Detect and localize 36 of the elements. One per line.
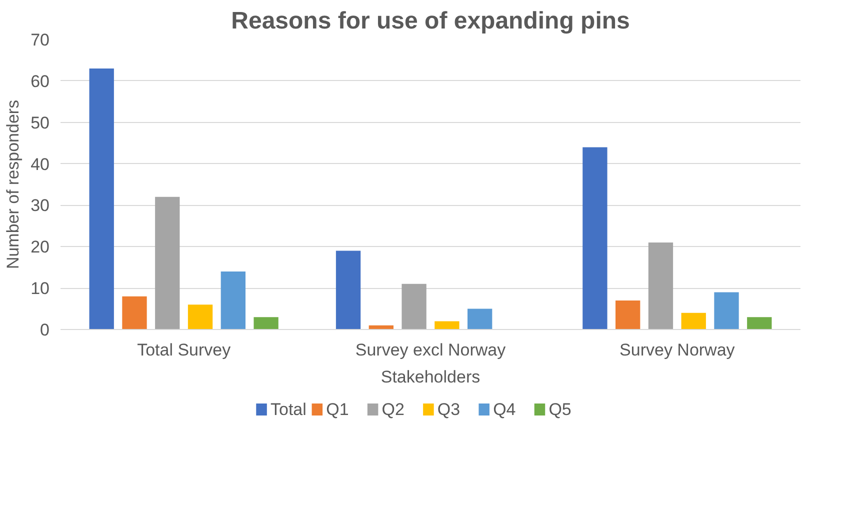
y-tick-label: 60 bbox=[30, 72, 50, 91]
bar bbox=[220, 272, 246, 330]
legend-label: Q2 bbox=[382, 400, 404, 419]
legend-label: Q3 bbox=[437, 400, 460, 419]
x-tick-label: Total Survey bbox=[137, 340, 232, 360]
bar bbox=[714, 292, 739, 330]
legend-label: Q1 bbox=[326, 400, 349, 419]
bar bbox=[747, 317, 772, 330]
bar bbox=[681, 312, 706, 330]
x-axis-title: Stakeholders bbox=[380, 368, 480, 386]
bar bbox=[616, 300, 640, 330]
bar bbox=[336, 250, 361, 330]
bar bbox=[582, 147, 608, 330]
x-tick-label: Survey excl Norway bbox=[355, 340, 506, 360]
bar bbox=[89, 68, 114, 330]
y-tick-label: 0 bbox=[40, 320, 50, 340]
y-tick-label: 30 bbox=[30, 196, 50, 216]
y-tick-label: 50 bbox=[30, 113, 50, 132]
legend-label: Total bbox=[270, 400, 306, 419]
y-tick-label: 40 bbox=[30, 154, 50, 174]
y-tick-label: 70 bbox=[30, 30, 50, 50]
bar bbox=[254, 317, 278, 330]
chart-title: Reasons for use of expanding pins bbox=[231, 8, 630, 34]
y-tick-label: 20 bbox=[30, 238, 50, 257]
legend-label: Q5 bbox=[548, 400, 572, 419]
y-axis-title: Number of responders bbox=[4, 100, 23, 270]
legend-label: Q4 bbox=[493, 400, 516, 419]
y-tick-label: 10 bbox=[30, 279, 50, 298]
bar bbox=[188, 304, 213, 330]
bar bbox=[648, 242, 674, 330]
bar bbox=[468, 308, 492, 330]
bar bbox=[155, 196, 180, 330]
x-tick-label: Survey Norway bbox=[620, 340, 736, 360]
bar bbox=[402, 284, 426, 330]
bar bbox=[122, 296, 147, 330]
bar bbox=[434, 321, 460, 330]
